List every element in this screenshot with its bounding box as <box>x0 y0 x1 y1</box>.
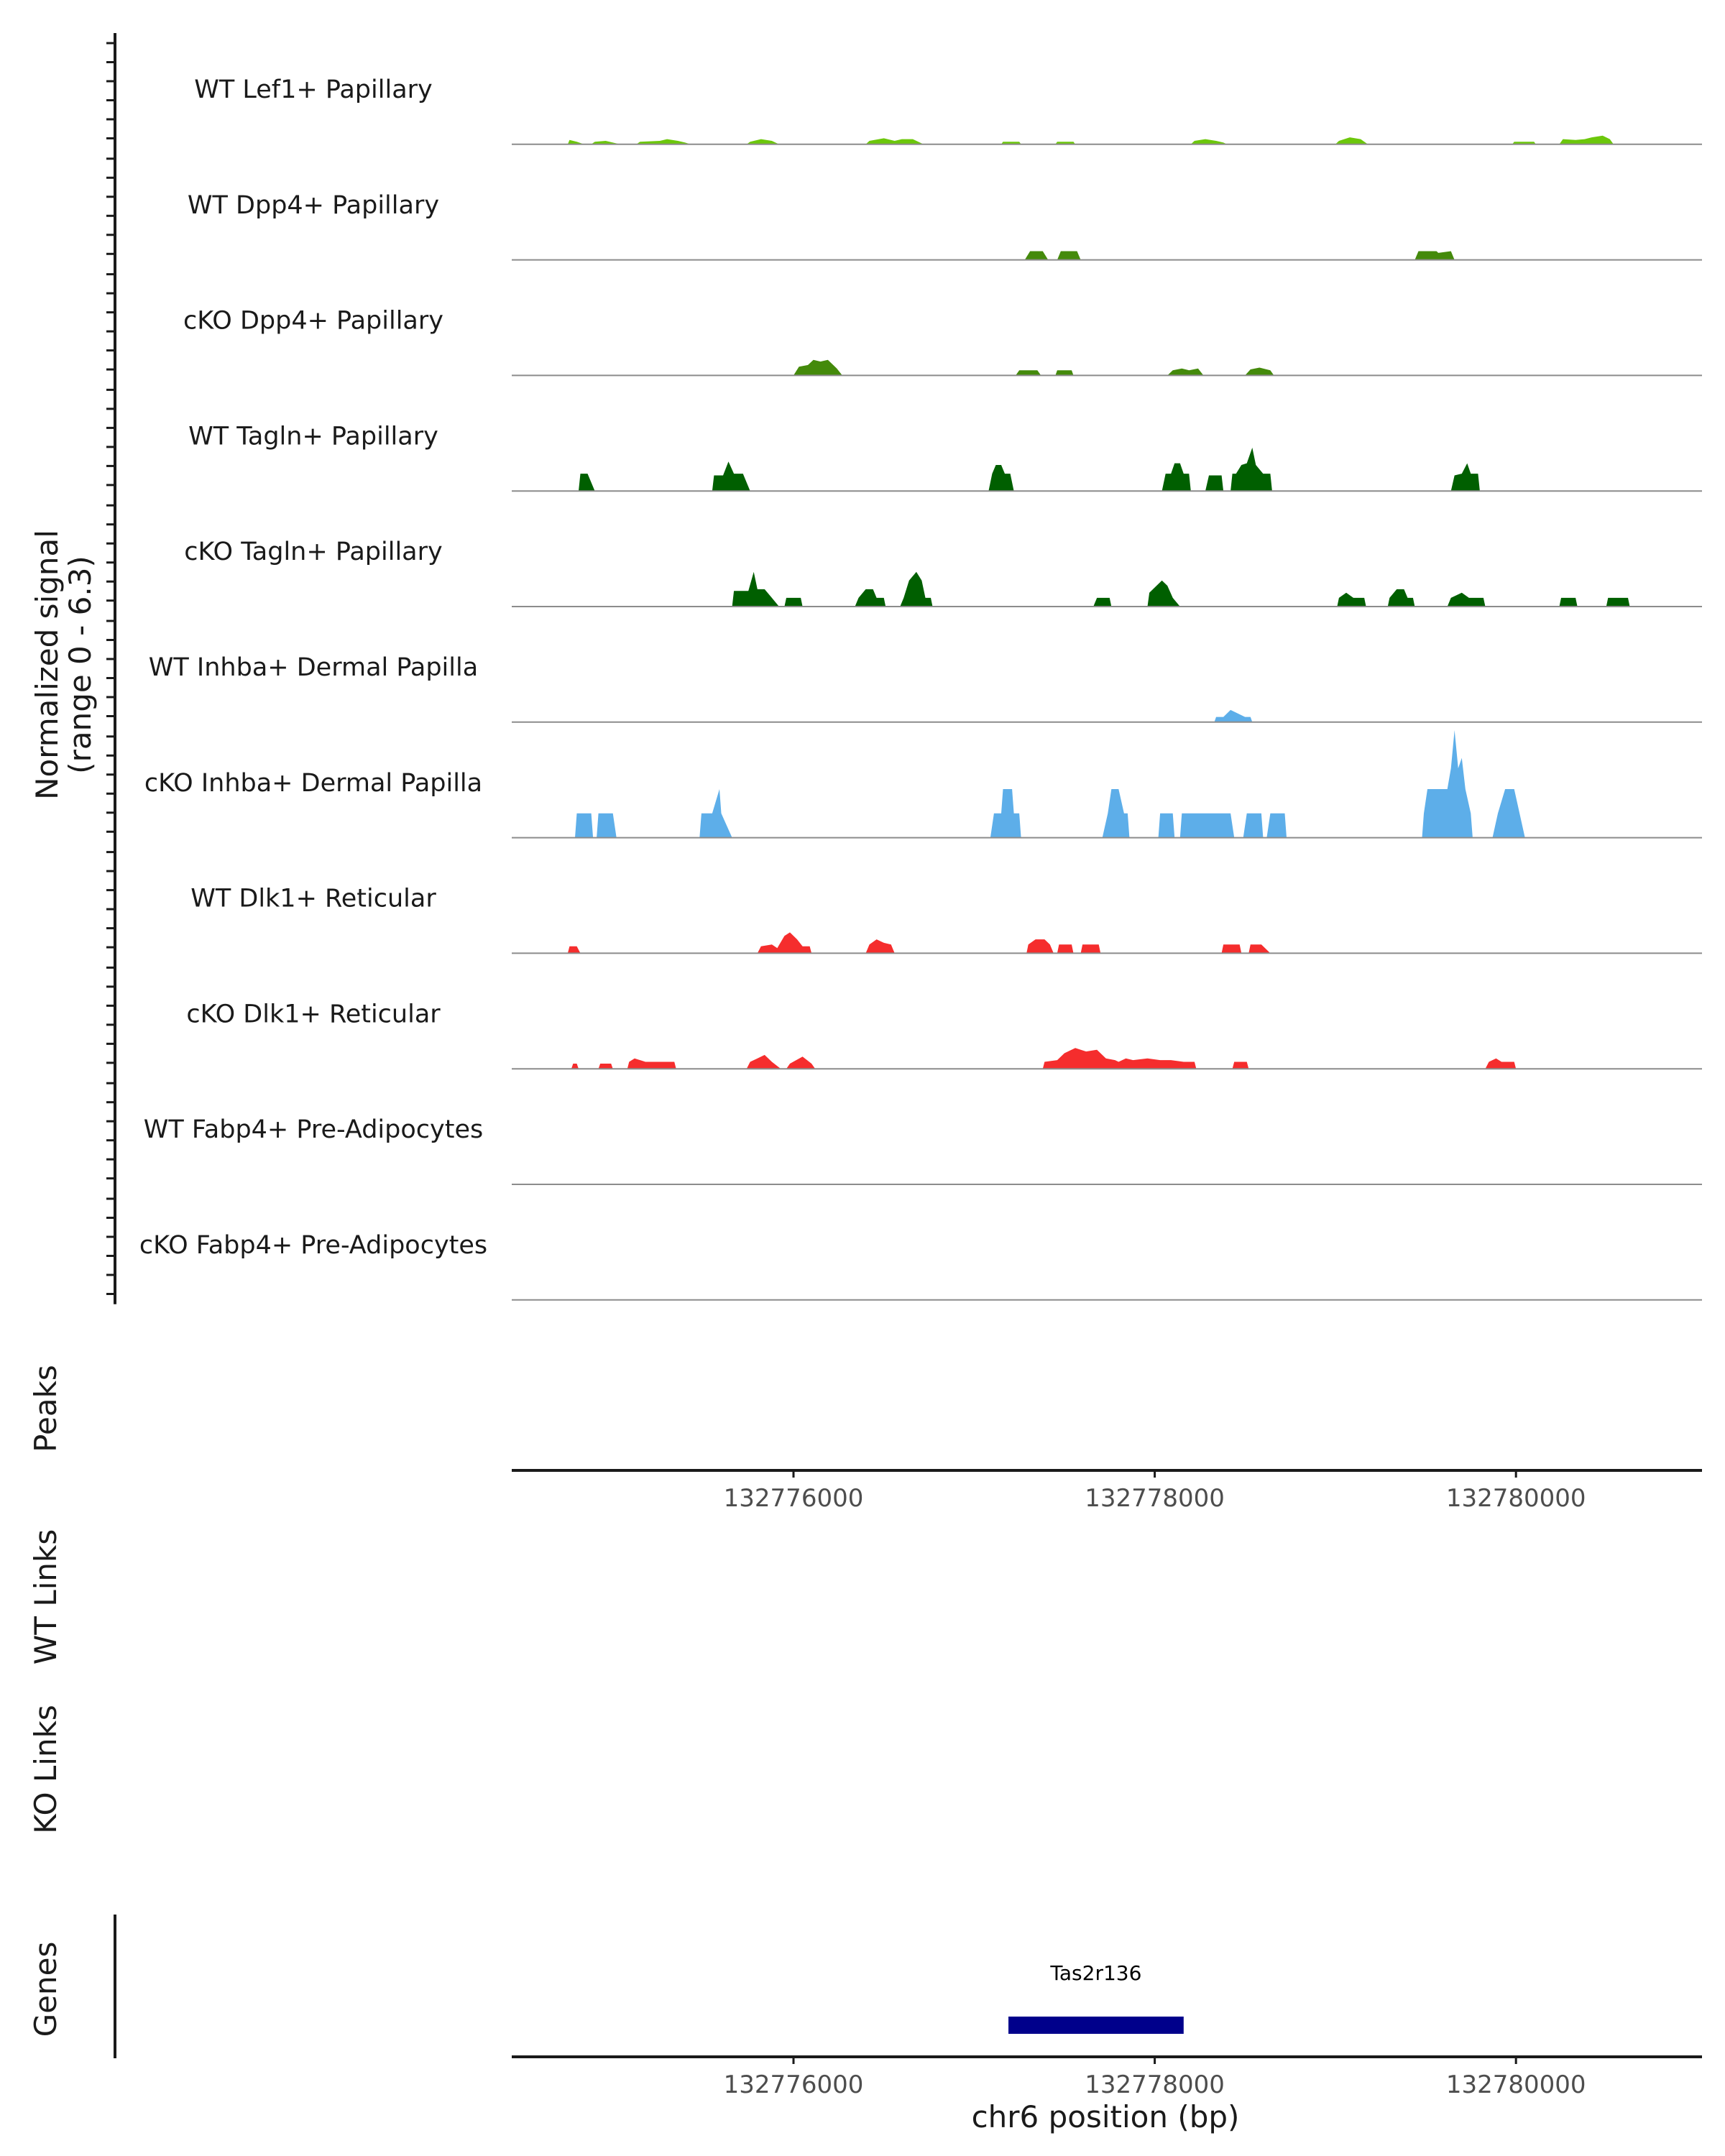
coverage-area <box>794 359 1274 376</box>
track-label: cKO Fabp4+ Pre-Adipocytes <box>139 1231 487 1260</box>
track-label: WT Lef1+ Papillary <box>194 75 433 104</box>
wt-links-track-label: WT Links <box>28 1529 63 1664</box>
track-wt-fabp4-pre-adipocytes: WT Fabp4+ Pre-Adipocytes <box>144 1115 1702 1185</box>
track-label: WT Dlk1+ Reticular <box>190 885 436 913</box>
track-cko-dpp4-papillary: cKO Dpp4+ Papillary <box>183 307 1702 377</box>
coverage-area <box>571 1048 1517 1069</box>
coverage-area <box>567 932 1271 954</box>
track-cko-inhba-dermal-papilla: cKO Inhba+ Dermal Papilla <box>144 730 1702 839</box>
track-label: WT Inhba+ Dermal Papilla <box>149 653 478 682</box>
track-wt-inhba-dermal-papilla: WT Inhba+ Dermal Papilla <box>149 653 1702 723</box>
peaks-position-axis: 132776000 132778000 132780000 <box>512 1469 1702 1513</box>
coverage-area <box>1024 251 1455 260</box>
axis-tick-label: 132780000 <box>1446 2070 1586 2099</box>
track-label: cKO Inhba+ Dermal Papilla <box>144 769 482 798</box>
gene-name-label: Tas2r136 <box>1049 1961 1141 1985</box>
track-label: WT Dpp4+ Papillary <box>188 191 439 220</box>
track-label: WT Tagln+ Papillary <box>188 422 438 451</box>
track-label: cKO Tagln+ Papillary <box>184 538 443 566</box>
axis-tick-label: 132778000 <box>1085 1484 1225 1513</box>
peaks-track-label: Peaks <box>28 1365 63 1452</box>
y-axis-label: Normalized signal (range 0 - 6.3) <box>29 530 98 800</box>
track-label: cKO Dpp4+ Papillary <box>183 307 443 336</box>
gene-body <box>1008 2017 1184 2034</box>
track-wt-dpp4-papillary: WT Dpp4+ Papillary <box>188 191 1702 261</box>
coverage-area <box>579 447 1480 492</box>
axis-tick-label: 132776000 <box>724 1484 864 1513</box>
track-cko-fabp4-pre-adipocytes: cKO Fabp4+ Pre-Adipocytes <box>139 1231 1702 1301</box>
coverage-area <box>732 571 1630 607</box>
gene-annotation-track: Tas2r136 <box>114 1915 1184 2058</box>
track-wt-dlk1-reticular: WT Dlk1+ Reticular <box>190 885 1702 954</box>
track-cko-dlk1-reticular: cKO Dlk1+ Reticular <box>186 1000 1702 1070</box>
y-axis-label-line-1: Normalized signal <box>29 530 65 800</box>
genes-position-axis: 132776000 132778000 132780000 <box>512 2055 1702 2099</box>
coverage-tracks: WT Lef1+ Papillary WT Dpp4+ Papillary cKO … <box>106 33 1702 1304</box>
coverage-area <box>575 730 1525 838</box>
track-label: WT Fabp4+ Pre-Adipocytes <box>144 1115 483 1144</box>
track-label: cKO Dlk1+ Reticular <box>186 1000 441 1028</box>
y-axis-label-line-2: (range 0 - 6.3) <box>63 556 98 774</box>
coverage-area <box>1214 709 1253 722</box>
track-wt-tagln-papillary: WT Tagln+ Papillary <box>188 422 1702 492</box>
ko-links-track-label: KO Links <box>28 1705 63 1834</box>
track-cko-tagln-papillary: cKO Tagln+ Papillary <box>184 538 1702 607</box>
x-axis-title: chr6 position (bp) <box>972 2099 1240 2134</box>
axis-tick-label: 132776000 <box>724 2070 864 2099</box>
genes-track-label: Genes <box>28 1942 63 2037</box>
track-wt-lef1-papillary: WT Lef1+ Papillary <box>194 75 1702 145</box>
gene-tas2r136: Tas2r136 <box>1008 1961 1184 2034</box>
axis-tick-label: 132780000 <box>1446 1484 1586 1513</box>
coverage-area <box>567 135 1614 144</box>
axis-tick-label: 132778000 <box>1085 2070 1225 2099</box>
